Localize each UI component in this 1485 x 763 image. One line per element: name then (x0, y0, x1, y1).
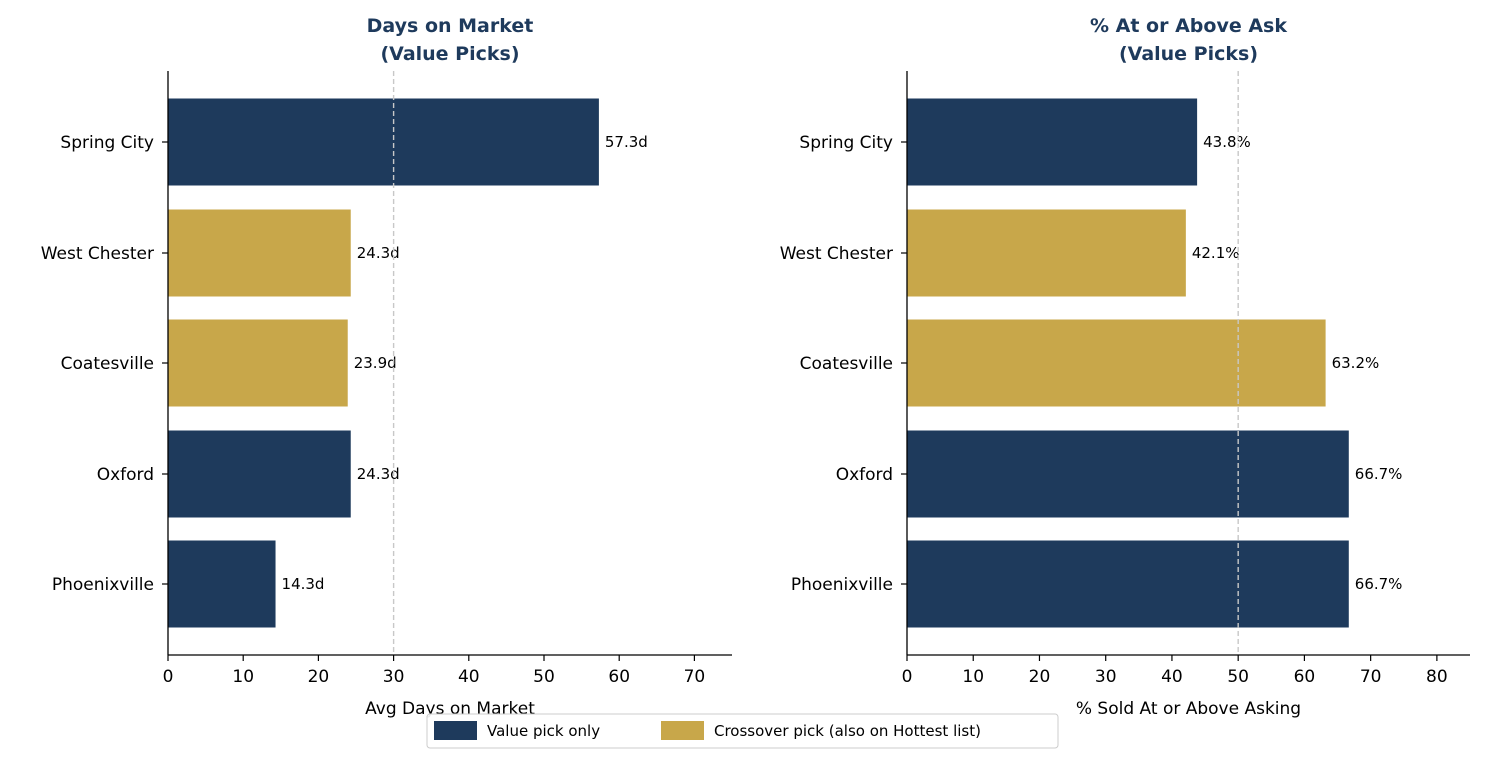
x-tick-label: 0 (902, 667, 913, 687)
x-tick-label: 20 (308, 667, 330, 687)
chart-subtitle: (Value Picks) (380, 43, 519, 65)
data-label: 24.3d (357, 465, 400, 483)
category-label: Coatesville (61, 354, 154, 374)
days-on-market-chart: Days on Market (Value Picks) 57.3d Spring C… (41, 15, 732, 719)
data-label: 23.9d (354, 354, 397, 372)
data-label: 63.2% (1332, 354, 1380, 372)
x-tick-label: 70 (684, 667, 706, 687)
legend-swatch (434, 721, 477, 740)
category-label: Spring City (60, 133, 154, 153)
chart-subtitle: (Value Picks) (1119, 43, 1258, 65)
x-tick-label: 30 (1095, 667, 1117, 687)
category-label: West Chester (41, 244, 154, 264)
data-label: 66.7% (1355, 465, 1403, 483)
bar (168, 319, 348, 407)
chart-title: Days on Market (367, 15, 534, 37)
category-label: Spring City (799, 133, 893, 153)
bar (907, 98, 1198, 186)
category-label: Phoenixville (52, 575, 154, 595)
bar (907, 319, 1326, 407)
x-tick-label: 80 (1426, 667, 1448, 687)
data-label: 66.7% (1355, 575, 1403, 593)
category-label: Phoenixville (791, 575, 893, 595)
x-tick-label: 60 (1294, 667, 1316, 687)
x-tick-label: 20 (1029, 667, 1051, 687)
legend: Value pick only Crossover pick (also on H… (426, 713, 1059, 749)
legend-label: Value pick only (487, 722, 600, 740)
data-label: 14.3d (282, 575, 325, 593)
x-tick-label: 40 (458, 667, 480, 687)
x-tick-label: 0 (163, 667, 174, 687)
category-label: Oxford (836, 465, 893, 485)
percent-above-ask-chart: % At or Above Ask (Value Picks) 43.8% Sprin… (780, 15, 1470, 719)
bar (907, 430, 1349, 518)
x-tick-label: 70 (1360, 667, 1382, 687)
category-label: Coatesville (800, 354, 893, 374)
data-label: 43.8% (1203, 133, 1251, 151)
legend-box (426, 713, 1059, 749)
legend-swatch (661, 721, 704, 740)
chart-title: % At or Above Ask (1090, 15, 1287, 37)
category-label: Oxford (97, 465, 154, 485)
x-tick-label: 50 (533, 667, 555, 687)
bar (168, 430, 351, 518)
x-tick-label: 10 (962, 667, 984, 687)
bar (907, 540, 1349, 628)
bar (168, 209, 351, 297)
x-tick-label: 30 (383, 667, 405, 687)
bar (907, 209, 1186, 297)
data-label: 24.3d (357, 244, 400, 262)
x-tick-label: 10 (232, 667, 254, 687)
x-tick-label: 50 (1227, 667, 1249, 687)
data-label: 57.3d (605, 133, 648, 151)
bar (168, 540, 276, 628)
x-tick-label: 40 (1161, 667, 1183, 687)
x-tick-label: 60 (608, 667, 630, 687)
data-label: 42.1% (1192, 244, 1240, 262)
bar (168, 98, 599, 186)
x-axis-label: % Sold At or Above Asking (1076, 699, 1301, 719)
category-label: West Chester (780, 244, 893, 264)
legend-label: Crossover pick (also on Hottest list) (714, 722, 981, 740)
